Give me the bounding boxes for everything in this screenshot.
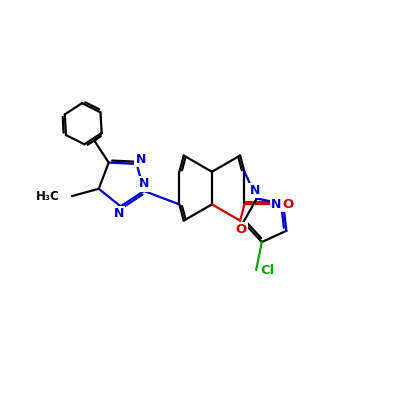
- Text: O: O: [282, 198, 294, 211]
- Text: N: N: [139, 177, 149, 190]
- Text: N: N: [250, 184, 260, 197]
- Text: Cl: Cl: [260, 264, 274, 276]
- Text: N: N: [114, 207, 124, 220]
- Text: O: O: [235, 223, 246, 236]
- Text: N: N: [136, 153, 146, 166]
- Text: N: N: [271, 198, 281, 211]
- Text: H₃C: H₃C: [36, 190, 60, 202]
